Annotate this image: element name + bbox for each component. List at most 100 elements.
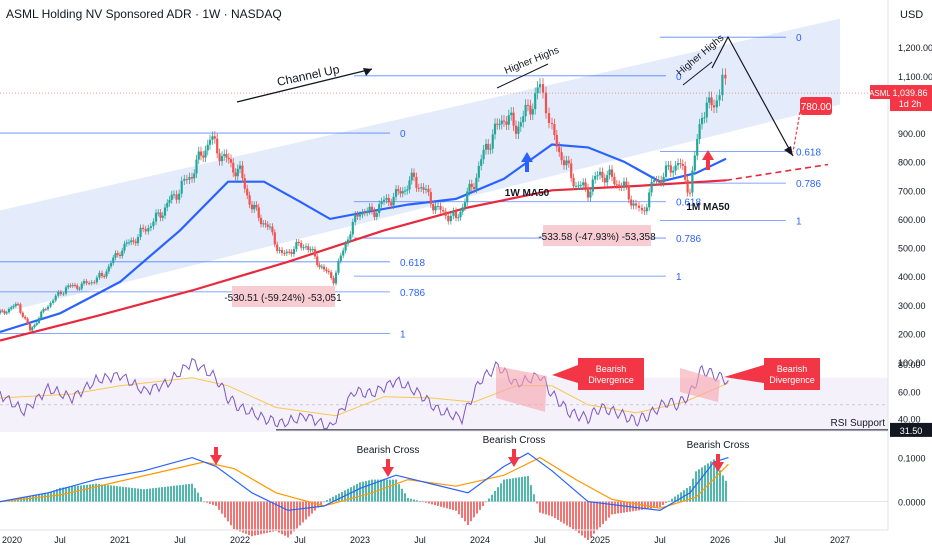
candle-body bbox=[246, 188, 249, 196]
macd-histogram-bar bbox=[479, 501, 481, 510]
candle-body bbox=[493, 123, 497, 135]
candle-body bbox=[502, 120, 506, 122]
candle-body bbox=[100, 272, 104, 277]
macd-histogram-bar bbox=[512, 478, 514, 502]
candle-body bbox=[76, 285, 79, 289]
candle-body bbox=[285, 251, 288, 254]
macd-histogram-bar bbox=[353, 485, 355, 502]
chart-title: ASML Holding NV Sponsored ADR · 1W · NAS… bbox=[6, 7, 282, 21]
macd-histogram-bar bbox=[668, 500, 670, 502]
macd-histogram-bar bbox=[416, 500, 418, 502]
candle-body bbox=[526, 104, 530, 106]
macd-histogram-bar bbox=[365, 480, 367, 502]
macd-histogram-bar bbox=[704, 465, 706, 502]
macd-histogram-bar bbox=[158, 487, 160, 502]
candle-body bbox=[363, 212, 366, 214]
macd-histogram-bar bbox=[245, 501, 247, 534]
macd-histogram-bar bbox=[677, 494, 679, 502]
candle-body bbox=[596, 175, 599, 177]
macd-histogram-bar bbox=[179, 485, 181, 502]
fib-label: 0.786 bbox=[796, 179, 821, 190]
candle-body bbox=[696, 139, 699, 156]
macd-histogram-bar bbox=[431, 501, 433, 505]
candle-body bbox=[144, 229, 147, 232]
macd-histogram-bar bbox=[308, 501, 310, 517]
candle-body bbox=[139, 227, 142, 238]
target-tag bbox=[800, 97, 832, 115]
candle-body bbox=[652, 180, 656, 182]
price-tick: 600.00 bbox=[898, 215, 926, 225]
candle-body bbox=[93, 282, 96, 284]
symbol-tag bbox=[870, 85, 890, 100]
candle-body bbox=[12, 306, 15, 308]
macd-histogram-bar bbox=[650, 501, 652, 509]
candle-body bbox=[180, 180, 183, 194]
candle-body bbox=[620, 186, 623, 188]
candle-body bbox=[688, 192, 692, 194]
macd-histogram-bar bbox=[389, 479, 391, 502]
fib-label: 0.618 bbox=[676, 198, 701, 209]
candle-body bbox=[517, 126, 520, 134]
candle-body bbox=[672, 170, 675, 173]
candle-body bbox=[394, 189, 398, 197]
macd-histogram-bar bbox=[314, 501, 316, 511]
price-tick: 200.00 bbox=[898, 329, 926, 339]
macd-histogram-bar bbox=[455, 501, 457, 511]
macd-histogram-bar bbox=[107, 485, 109, 502]
candle-body bbox=[385, 197, 388, 200]
bearish-cross-arrow bbox=[210, 447, 222, 465]
macd-line bbox=[0, 452, 729, 512]
candle-body bbox=[206, 144, 209, 151]
macd-histogram-bar bbox=[533, 494, 535, 502]
macd-histogram-bar bbox=[530, 485, 532, 502]
macd-histogram-bar bbox=[446, 501, 448, 509]
macd-histogram-bar bbox=[149, 488, 151, 502]
candle-body bbox=[112, 257, 115, 264]
candle-body bbox=[560, 152, 563, 161]
macd-histogram-bar bbox=[194, 488, 196, 502]
macd-histogram-bar bbox=[86, 484, 88, 502]
candle-body bbox=[152, 221, 155, 227]
candle-body bbox=[264, 223, 267, 225]
fib-label: 1 bbox=[400, 329, 406, 340]
candle-body bbox=[107, 266, 110, 272]
candle-body bbox=[159, 212, 162, 218]
macd-histogram-bar bbox=[719, 470, 721, 502]
macd-histogram-bar bbox=[689, 486, 691, 502]
candle-body bbox=[579, 185, 582, 187]
candle-body bbox=[190, 176, 194, 179]
candle-body bbox=[724, 74, 727, 79]
candle-body bbox=[69, 285, 72, 287]
macd-histogram-bar bbox=[239, 501, 241, 532]
macd-histogram-bar bbox=[71, 486, 73, 502]
candle-body bbox=[410, 172, 413, 181]
candle-body bbox=[454, 211, 458, 218]
candle-body bbox=[643, 210, 646, 212]
price-tag-timer: 1d 2h bbox=[899, 99, 922, 109]
macd-histogram-bar bbox=[242, 501, 244, 533]
macd-histogram-bar bbox=[488, 498, 490, 502]
macd-histogram-bar bbox=[254, 501, 256, 536]
candle-body bbox=[547, 113, 551, 124]
fib-label: 0 bbox=[676, 72, 682, 83]
projection-path bbox=[711, 35, 794, 157]
macd-histogram-bar bbox=[578, 501, 580, 534]
macd-histogram-bar bbox=[128, 487, 130, 502]
time-tick: 2025 bbox=[590, 535, 610, 545]
fib-label: 0 bbox=[400, 129, 406, 140]
macd-histogram-bar bbox=[191, 483, 193, 502]
macd-histogram-bar bbox=[356, 483, 358, 502]
macd-histogram-bar bbox=[566, 501, 568, 526]
macd-histogram-bar bbox=[422, 501, 424, 503]
macd-histogram-bar bbox=[695, 471, 697, 502]
candle-body bbox=[147, 228, 150, 232]
candle-body bbox=[594, 175, 597, 180]
candle-body bbox=[531, 109, 534, 115]
bearish-cross-label: Bearish Cross bbox=[357, 445, 420, 456]
macd-histogram-bar bbox=[335, 495, 337, 502]
price-tick: 400.00 bbox=[898, 272, 926, 282]
fib-label: 1 bbox=[796, 216, 802, 227]
macd-histogram-bar bbox=[224, 501, 226, 518]
candle-body bbox=[346, 239, 350, 244]
candle-body bbox=[161, 215, 164, 218]
